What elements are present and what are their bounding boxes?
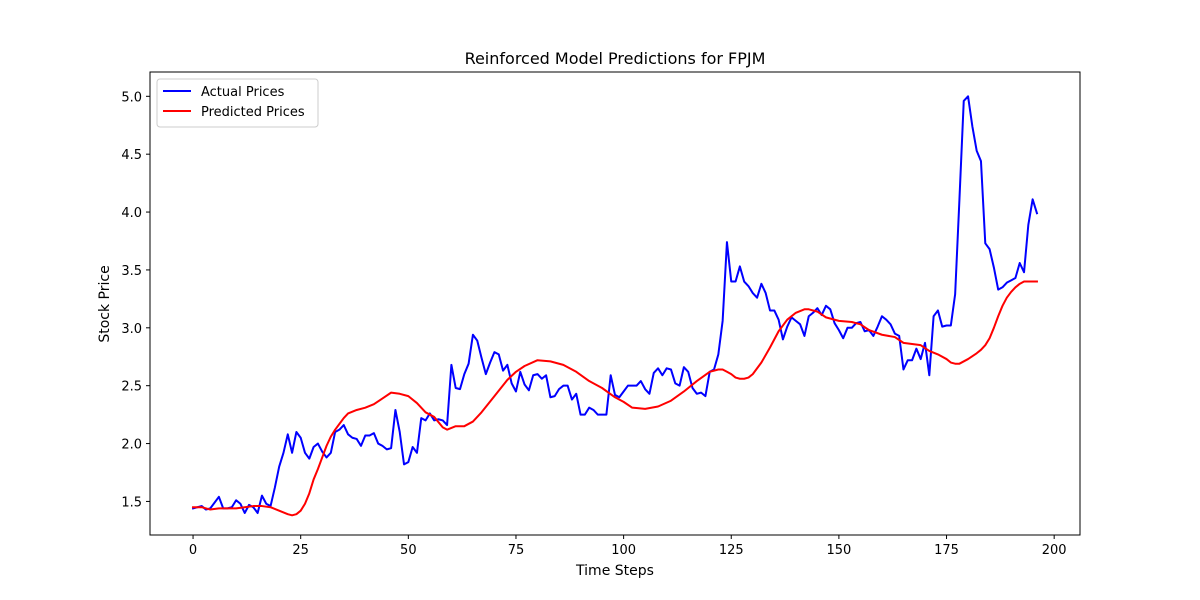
legend-box	[156, 78, 319, 128]
x-tick-label: 25	[292, 543, 309, 558]
y-tick-label: 4.0	[121, 206, 142, 221]
x-tick-label: 125	[719, 543, 744, 558]
x-tick-label: 175	[934, 543, 959, 558]
legend: Actual Prices Predicted Prices	[156, 78, 319, 128]
y-tick-label: 3.5	[121, 264, 142, 279]
series-line-actual-prices	[191, 95, 1039, 515]
legend-label: Actual Prices	[201, 85, 285, 100]
x-tick-label: 100	[611, 543, 636, 558]
legend-label: Predicted Prices	[201, 105, 305, 120]
y-tick-label: 3.0	[121, 322, 142, 337]
plot-area	[191, 95, 1039, 517]
y-tick-label: 2.0	[121, 438, 142, 453]
axes: 0 25 50 75 100 125 150 175 200 1.5 2.0 2.5 3.0 3.5 4.0…	[121, 71, 1081, 558]
series-line-predicted-prices	[192, 280, 1038, 517]
y-tick-label: 2.5	[121, 380, 142, 395]
y-tick-label: 5.0	[121, 90, 142, 105]
chart-title: Reinforced Model Predictions for FPJM	[465, 49, 766, 68]
y-axis-label: Stock Price	[97, 265, 113, 342]
x-tick-label: 50	[400, 543, 417, 558]
x-tick-label: 75	[508, 543, 525, 558]
x-tick-label: 200	[1042, 543, 1067, 558]
plot-frame	[149, 71, 1081, 536]
x-axis-label: Time Steps	[575, 563, 654, 579]
x-tick-label: 150	[826, 543, 851, 558]
x-tick-label: 0	[189, 543, 197, 558]
y-tick-label: 4.5	[121, 148, 142, 163]
y-tick-label: 1.5	[121, 495, 142, 510]
